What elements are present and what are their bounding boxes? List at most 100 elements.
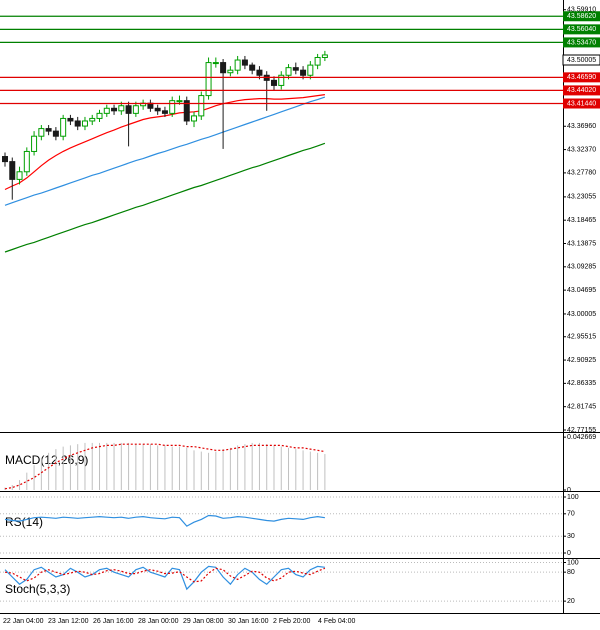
macd-bar xyxy=(26,472,28,490)
y-tick-label: 43.27780 xyxy=(567,170,596,177)
x-tick-label: 23 Jan 12:00 xyxy=(48,618,89,625)
macd-bar xyxy=(157,445,159,490)
x-tick-label: 26 Jan 16:00 xyxy=(93,618,134,625)
macd-bar xyxy=(149,444,151,490)
macd-bar xyxy=(273,445,275,490)
level-label: 43.58620 xyxy=(567,13,596,20)
macd-bar xyxy=(164,445,166,490)
x-tick-label: 30 Jan 16:00 xyxy=(228,618,269,625)
level-label: 43.41440 xyxy=(567,100,596,107)
y-tick-label: 42.95515 xyxy=(567,334,596,341)
macd-bar xyxy=(288,447,290,490)
y-tick-label: 0 xyxy=(567,550,571,557)
y-tick-label: 100 xyxy=(567,559,579,566)
candle-body xyxy=(60,117,67,137)
macd-signal xyxy=(4,443,326,490)
y-tick-label: 43.13875 xyxy=(567,240,596,247)
y-tick-label: 43.09285 xyxy=(567,264,596,271)
candle-body xyxy=(314,56,321,66)
candle-body xyxy=(111,107,118,112)
candle-body xyxy=(125,105,132,114)
stoch-title: Stoch(5,3,3) xyxy=(5,582,70,596)
candle-body xyxy=(132,105,139,114)
candle-body xyxy=(67,117,74,122)
candle-body xyxy=(74,120,81,127)
candle-body xyxy=(300,69,307,76)
macd-bar xyxy=(55,449,57,490)
candle-body xyxy=(81,120,88,127)
y-tick-label: 20 xyxy=(567,598,575,605)
candle-body xyxy=(2,156,8,163)
macd-bar xyxy=(215,451,217,490)
candle-body xyxy=(89,117,96,122)
candle-body xyxy=(169,100,176,114)
y-tick-label: 42.77155 xyxy=(567,427,596,434)
y-tick-label: 43.04695 xyxy=(567,287,596,294)
level-label: 43.44020 xyxy=(567,87,596,94)
macd-bar xyxy=(120,442,122,490)
candle-body xyxy=(191,115,198,122)
macd-bar xyxy=(200,451,202,490)
candle-body xyxy=(161,110,168,114)
stoch-line xyxy=(4,567,326,583)
macd-bar xyxy=(128,442,130,490)
macd-bar xyxy=(99,442,101,490)
macd-bar xyxy=(208,452,210,490)
y-tick-label: 43.36960 xyxy=(567,123,596,130)
y-tick-label: 42.86335 xyxy=(567,380,596,387)
macd-bar xyxy=(317,452,319,490)
y-tick-label: 70 xyxy=(567,511,575,518)
candle-body xyxy=(270,79,277,86)
candle-body xyxy=(23,150,30,173)
macd-bar xyxy=(266,444,268,490)
candle-body xyxy=(38,128,45,137)
x-tick-label: 4 Feb 04:00 xyxy=(318,618,355,625)
level-label: 43.53470 xyxy=(567,39,596,46)
candle-body xyxy=(249,64,256,71)
candle-body xyxy=(52,130,59,137)
candle-body xyxy=(183,100,190,122)
macd-bar xyxy=(77,444,79,490)
macd-bar xyxy=(302,450,304,490)
level-label-box xyxy=(563,98,600,109)
macd-bar xyxy=(324,454,326,490)
candle-body xyxy=(96,112,103,119)
x-tick-label: 29 Jan 08:00 xyxy=(183,618,224,625)
candle-body xyxy=(154,107,161,112)
candle-body xyxy=(241,59,248,66)
level-label-box xyxy=(563,72,600,83)
macd-bar xyxy=(142,444,144,490)
candle-body xyxy=(321,54,328,58)
macd-title: MACD(12,26,9) xyxy=(5,453,88,467)
candle-body xyxy=(9,161,16,180)
macd-bar xyxy=(48,452,50,490)
y-tick-label: 43.18465 xyxy=(567,217,596,224)
candle-body xyxy=(212,62,219,65)
candle-body xyxy=(16,171,23,180)
last-price-box xyxy=(562,54,600,66)
candle-body xyxy=(176,100,183,103)
level-label: 43.46590 xyxy=(567,74,596,81)
y-tick-label: 43.59910 xyxy=(567,7,596,14)
level-label-box xyxy=(563,85,600,96)
macd-bar xyxy=(106,442,108,490)
candle-body xyxy=(227,69,234,74)
moving-average xyxy=(4,96,326,206)
candle-body xyxy=(205,62,212,97)
rsi-title: RS(14) xyxy=(5,515,43,529)
candle-body xyxy=(285,67,292,76)
y-tick-label: 80 xyxy=(567,569,575,576)
y-tick-label: 43.23055 xyxy=(567,194,596,201)
candle-body xyxy=(292,67,299,71)
macd-bar xyxy=(229,447,231,490)
macd-bar xyxy=(11,485,13,490)
candle-body xyxy=(45,128,52,132)
moving-average xyxy=(4,142,326,253)
last-price-label: 43.50005 xyxy=(567,57,596,64)
candle-body xyxy=(198,95,205,117)
macd-bar xyxy=(135,444,137,490)
x-tick-label: 22 Jan 04:00 xyxy=(3,618,44,625)
level-label-box xyxy=(563,37,600,48)
macd-bar xyxy=(113,442,115,490)
